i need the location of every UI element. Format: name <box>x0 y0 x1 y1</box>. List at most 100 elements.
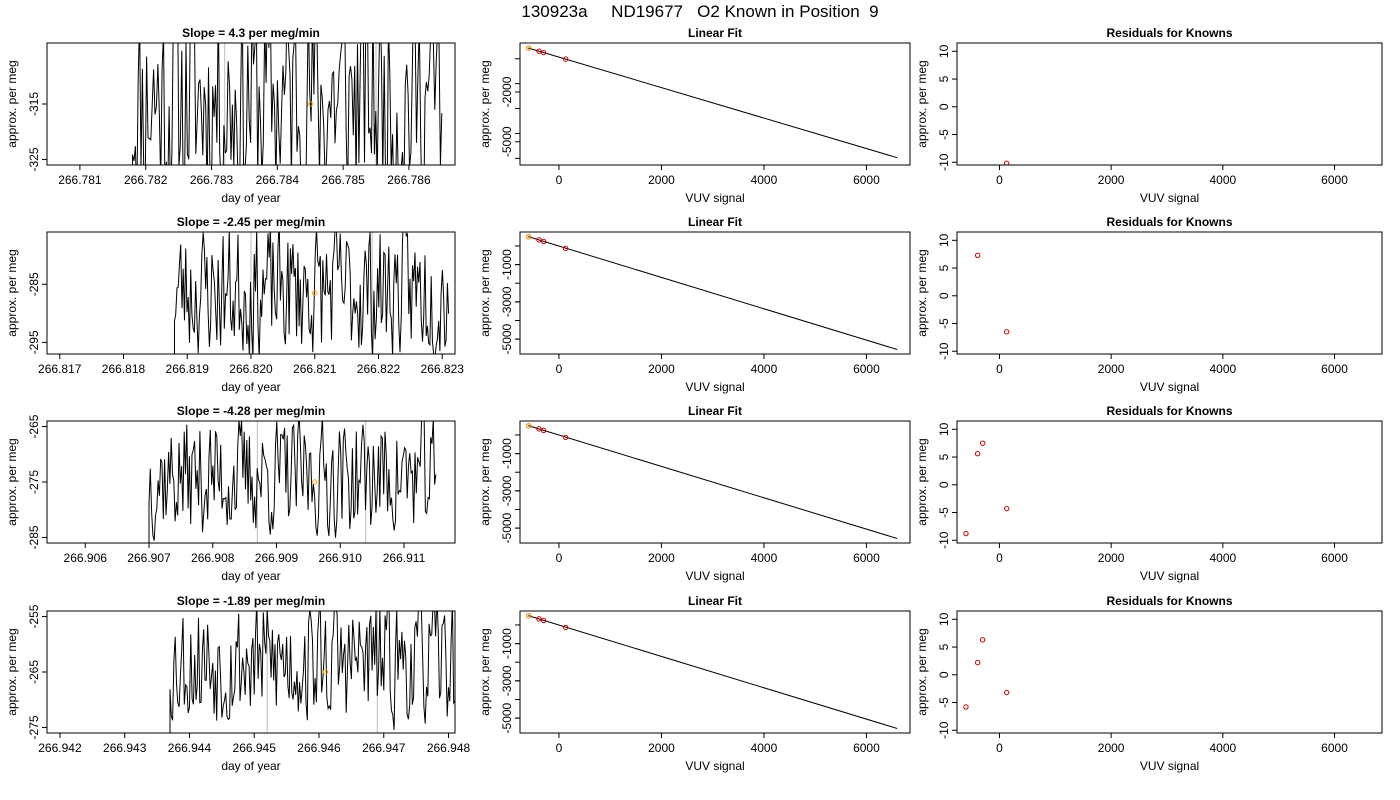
residual-point <box>979 440 986 446</box>
x-tick-label: 266.817 <box>38 362 82 376</box>
x-axis-label: day of year <box>221 759 280 773</box>
y-tick-label: 10 <box>937 44 951 58</box>
y-tick-label: 10 <box>937 422 951 436</box>
y-tick-label: -315 <box>27 92 41 116</box>
x-tick-label: 266.948 <box>427 741 471 755</box>
x-axis-label: VUV signal <box>1140 380 1199 394</box>
residual-point <box>974 659 981 666</box>
y-axis-label: approx. per meg <box>478 249 492 336</box>
y-axis-label: approx. per meg <box>478 628 492 715</box>
signal-trace <box>148 421 437 543</box>
x-tick-label: 266.819 <box>166 362 210 376</box>
fit-point <box>536 237 542 243</box>
current-point-marker <box>312 479 318 485</box>
plot-area <box>526 45 898 159</box>
plot-frame <box>956 610 1383 734</box>
x-tick-label: 2000 <box>1098 551 1125 565</box>
fit-point <box>536 616 542 622</box>
x-tick-label: 266.823 <box>421 362 465 376</box>
x-tick-label: 6000 <box>853 741 880 755</box>
x-tick-label: 266.821 <box>293 362 337 376</box>
fit-point <box>562 245 569 252</box>
residual-point <box>963 704 969 710</box>
y-tick-label: -1000 <box>500 628 514 659</box>
y-tick-label: -295 <box>27 330 41 354</box>
y-tick-label: 5 <box>937 453 951 460</box>
x-tick-label: 266.786 <box>387 173 431 187</box>
signal-trace <box>169 611 455 733</box>
highlight-point <box>526 613 532 619</box>
plot-area <box>526 234 898 351</box>
panel-title: Linear Fit <box>688 404 742 418</box>
x-tick-label: 266.943 <box>103 741 147 755</box>
highlight-point <box>526 423 532 429</box>
x-tick-label: 6000 <box>853 173 880 187</box>
fit-point <box>540 49 547 56</box>
y-tick-label: 0 <box>937 481 951 488</box>
current-point-marker <box>307 101 313 107</box>
plot-frame <box>46 42 456 166</box>
y-tick-label: -3000 <box>500 475 514 506</box>
plot-frame <box>956 231 1383 355</box>
plot-frame <box>519 42 911 166</box>
y-tick-label: -5 <box>937 507 951 518</box>
x-tick-label: 0 <box>996 362 1003 376</box>
plot-frame <box>46 231 456 355</box>
x-tick-label: 266.908 <box>191 551 235 565</box>
x-axis-label: day of year <box>221 380 280 394</box>
y-tick-label: -5 <box>937 129 951 140</box>
plot-frame <box>519 231 911 355</box>
x-tick-label: 6000 <box>1321 741 1348 755</box>
y-tick-label: -275 <box>27 715 41 739</box>
figure-title: 130923a ND19677 O2 Known in Position 9 <box>521 2 879 21</box>
panel-title: Linear Fit <box>688 594 742 608</box>
x-tick-label: 2000 <box>648 551 675 565</box>
y-tick-label: 0 <box>937 292 951 299</box>
x-tick-label: 0 <box>996 173 1003 187</box>
fit-line <box>528 615 898 730</box>
x-axis-label: VUV signal <box>685 380 744 394</box>
x-tick-label: 266.942 <box>38 741 82 755</box>
plot-area <box>526 613 898 730</box>
panel-4-2: Linear Fit 0 2000 4000 6000 -1000 -3000 -5000 VU… <box>478 594 911 773</box>
panel-title: Slope = -4.28 per meg/min <box>177 404 325 418</box>
y-tick-label: -255 <box>27 604 41 628</box>
fit-point <box>562 56 569 62</box>
x-tick-label: 266.822 <box>357 362 401 376</box>
x-tick-label: 4000 <box>751 362 778 376</box>
y-tick-label: -5000 <box>500 323 514 354</box>
x-tick-label: 6000 <box>1321 551 1348 565</box>
plot-area <box>148 421 437 543</box>
y-tick-label: 0 <box>937 103 951 110</box>
y-tick-label: 10 <box>937 233 951 247</box>
x-tick-label: 266.946 <box>297 741 341 755</box>
y-tick-label: 0 <box>937 671 951 678</box>
panel-title: Slope = 4.3 per meg/min <box>182 26 320 40</box>
y-tick-label: -10 <box>937 721 951 739</box>
panel-3-1: Slope = -4.28 per meg/min 266.906 266.907 2… <box>5 404 456 583</box>
y-tick-label: -5 <box>937 318 951 329</box>
y-axis-label: approx. per meg <box>915 249 929 336</box>
y-tick-label: -275 <box>27 470 41 494</box>
panel-title: Residuals for Knowns <box>1106 26 1232 40</box>
x-tick-label: 266.782 <box>124 173 168 187</box>
x-tick-label: 266.818 <box>102 362 146 376</box>
x-axis-label: VUV signal <box>685 569 744 583</box>
y-tick-label: -285 <box>27 272 41 296</box>
residual-point <box>974 451 981 457</box>
panel-title: Residuals for Knowns <box>1106 215 1232 229</box>
current-point-marker <box>312 290 318 296</box>
panel-title: Linear Fit <box>688 215 742 229</box>
residual-point <box>963 530 969 537</box>
plot-area <box>169 611 455 733</box>
x-tick-label: 4000 <box>1209 173 1236 187</box>
plot-area <box>974 252 1010 335</box>
x-axis-label: VUV signal <box>685 191 744 205</box>
x-tick-label: 4000 <box>1209 741 1236 755</box>
plot-frame <box>956 42 1383 166</box>
y-tick-label: -2000 <box>500 76 514 107</box>
panel-2-3: Residuals for Knowns 0 2000 4000 6000 10 5 0 -5 -… <box>915 215 1383 394</box>
y-tick-label: 5 <box>937 643 951 650</box>
fit-point <box>540 238 547 245</box>
x-tick-label: 4000 <box>751 173 778 187</box>
